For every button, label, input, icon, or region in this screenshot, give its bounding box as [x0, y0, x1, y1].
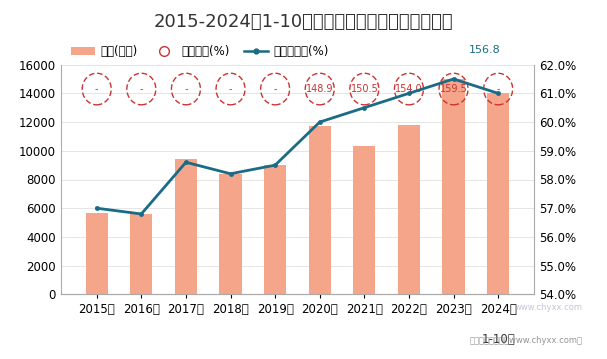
Bar	[398, 125, 420, 294]
Text: 1-10月: 1-10月	[481, 333, 515, 346]
Bar	[264, 165, 287, 294]
Bar	[353, 146, 376, 294]
Text: www.chyxx.com: www.chyxx.com	[515, 303, 583, 312]
Text: 150.5: 150.5	[350, 84, 378, 94]
Text: 159.5: 159.5	[439, 84, 467, 94]
Bar	[443, 79, 465, 294]
Bar	[219, 174, 242, 294]
Bar	[175, 159, 197, 294]
Text: -: -	[184, 84, 188, 94]
Text: -: -	[229, 84, 232, 94]
Text: 148.9: 148.9	[306, 84, 333, 94]
Text: 154.0: 154.0	[395, 84, 422, 94]
Text: 制图：智研咨询（www.chyxx.com）: 制图：智研咨询（www.chyxx.com）	[470, 336, 583, 345]
Text: -: -	[273, 84, 277, 94]
Text: 156.8: 156.8	[469, 45, 501, 55]
Text: -: -	[140, 84, 143, 94]
Bar	[308, 126, 331, 294]
Text: -: -	[95, 84, 98, 94]
Legend: 负债(亿元), 产权比率(%), 资产负债率(%): 负债(亿元), 产权比率(%), 资产负债率(%)	[67, 41, 334, 63]
Bar	[86, 213, 108, 294]
Bar	[487, 93, 509, 294]
Bar	[130, 214, 152, 294]
Text: -: -	[497, 84, 500, 94]
Text: 2015-2024年1-10月黑龙江省工业企业负债统计图: 2015-2024年1-10月黑龙江省工业企业负债统计图	[154, 13, 453, 31]
